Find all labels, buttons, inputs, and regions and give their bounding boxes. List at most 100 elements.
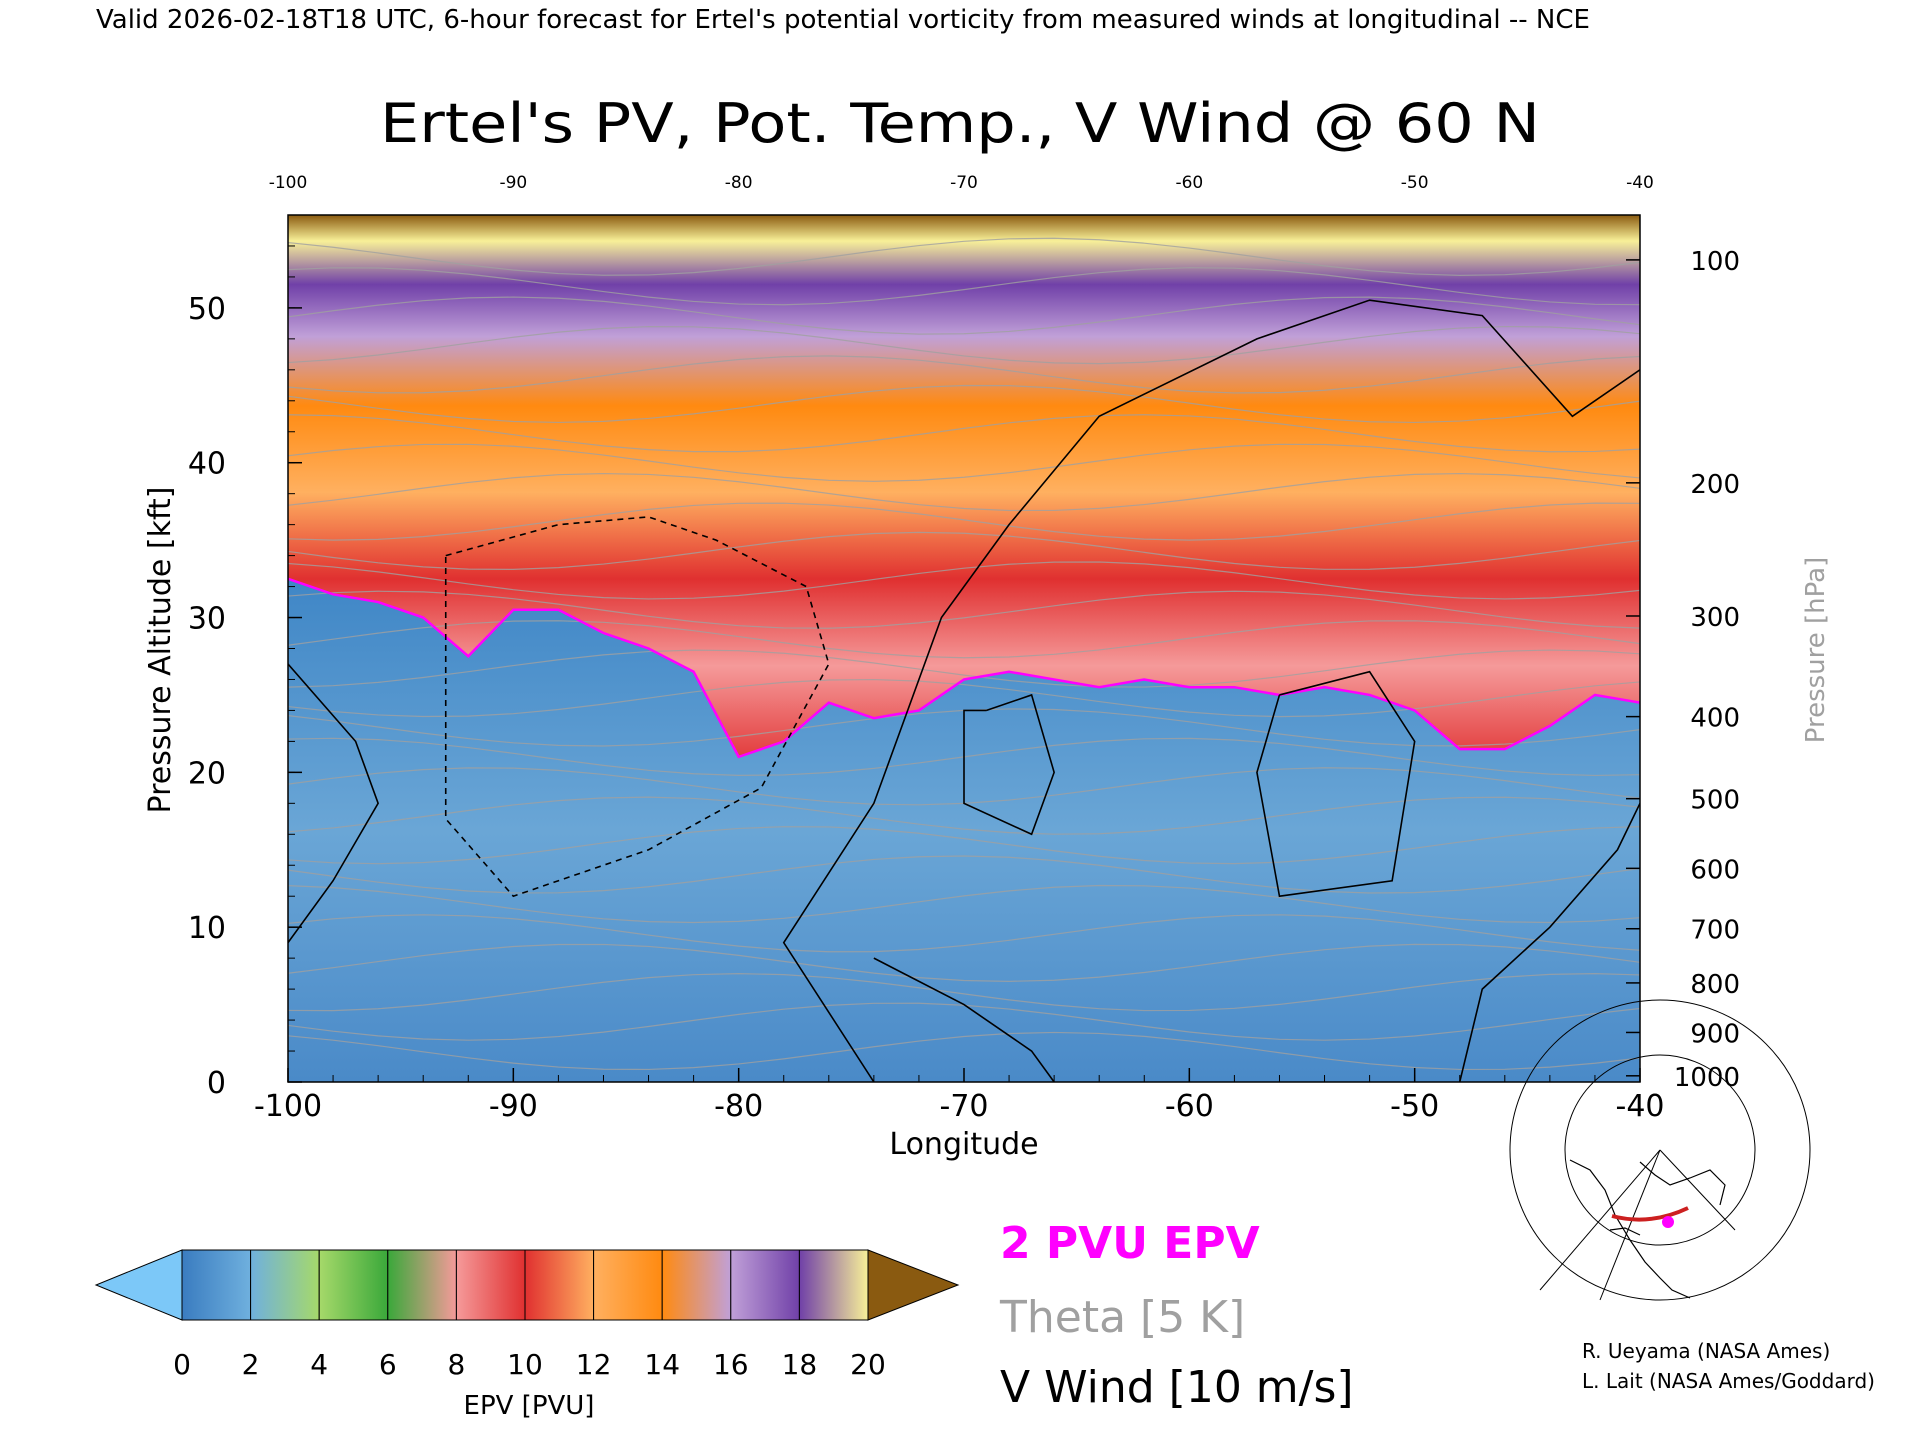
theta-contour	[288, 914, 1640, 953]
theta-contour	[288, 884, 1640, 924]
x-top-tick-label: -80	[725, 173, 753, 193]
pressure-tick-label: 700	[1690, 916, 1740, 946]
section-line	[1611, 1206, 1689, 1222]
v-wind-contour	[963, 693, 1055, 836]
colorbar-label: EPV [PVU]	[464, 1391, 595, 1421]
legend-theta: Theta [5 K]	[999, 1292, 1245, 1343]
theta-contour	[288, 590, 1640, 629]
pressure-tick-label: 500	[1690, 786, 1740, 816]
v-wind-contour	[873, 957, 1055, 1082]
section-marker	[1662, 1216, 1674, 1228]
x-top-tick-label: -70	[950, 173, 978, 193]
pressure-tick-label: 800	[1690, 970, 1740, 1000]
v-wind-contour	[288, 663, 380, 944]
theta-contours	[288, 237, 1640, 1071]
valid-line: Valid 2026-02-18T18 UTC, 6-hour forecast…	[96, 5, 1590, 35]
v-wind-contour	[1458, 802, 1640, 1082]
theta-contour	[288, 561, 1640, 600]
theta-contour	[288, 973, 1640, 1012]
theta-contour	[288, 325, 1640, 365]
x-tick-label: -70	[940, 1089, 989, 1124]
y-tick-label: 50	[188, 292, 226, 327]
theta-contour	[288, 620, 1640, 659]
x-tick-label: -90	[489, 1089, 538, 1124]
theta-contour	[288, 531, 1640, 571]
x-top-tick-label: -40	[1626, 173, 1654, 193]
colorbar-tick-label: 0	[173, 1348, 191, 1381]
colorbar-under-arrow	[94, 1249, 183, 1321]
theta-contour	[288, 443, 1640, 482]
colorbar-tick-label: 16	[713, 1348, 749, 1381]
theta-contour	[288, 855, 1640, 894]
v-wind-contour	[782, 299, 1640, 1082]
colorbar-over-arrow	[867, 1249, 960, 1321]
y-tick-label: 10	[188, 911, 226, 946]
colorbar-segment	[318, 1249, 389, 1321]
colorbar-tick-label: 6	[379, 1348, 397, 1381]
two-pvu-contour	[288, 577, 1640, 759]
pv-field	[288, 215, 1640, 1082]
pressure-tick-label: 100	[1690, 247, 1740, 277]
pressure-tick-label: 300	[1690, 603, 1740, 633]
pressure-tick-label: 900	[1690, 1019, 1740, 1049]
x-top-tick-label: -90	[499, 173, 527, 193]
locator-map	[1509, 999, 1811, 1301]
x-axis-top: -100 -90 -80 -70 -60 -50 -40	[269, 173, 1654, 193]
troposphere-fill	[288, 578, 1640, 1082]
y-tick-label: 20	[188, 756, 226, 791]
x-top-tick-label: -60	[1175, 173, 1203, 193]
theta-contour	[288, 296, 1640, 335]
y-tick-label: 40	[188, 447, 226, 482]
colorbar-tick-label: 18	[782, 1348, 818, 1381]
legend-2pvu: 2 PVU EPV	[1000, 1218, 1260, 1269]
credit-line-2: L. Lait (NASA Ames/Goddard)	[1582, 1369, 1875, 1393]
x-tick-label: -60	[1165, 1089, 1214, 1124]
colorbar-tick-label: 8	[447, 1348, 465, 1381]
map-grid-circle	[1564, 1054, 1756, 1246]
colorbar-segment	[455, 1249, 526, 1321]
colorbar-segment	[524, 1249, 595, 1321]
colorbar-segment	[387, 1249, 457, 1321]
colorbar-segment	[661, 1249, 732, 1321]
colorbar-tick-label: 4	[310, 1348, 328, 1381]
theta-contour	[288, 796, 1640, 835]
colorbar-tick-label: 10	[507, 1348, 543, 1381]
x-axis-label: Longitude	[889, 1127, 1038, 1162]
y-axis-label: Pressure Altitude [kft]	[143, 487, 178, 814]
chart-title: Ertel's PV, Pot. Temp., V Wind @ 60 N	[380, 92, 1540, 155]
theta-contour	[288, 943, 1640, 982]
colorbar-tick-label: 20	[850, 1348, 886, 1381]
colorbar-tick-label: 14	[644, 1348, 680, 1381]
colorbar-segment	[181, 1249, 252, 1321]
x-top-tick-label: -100	[269, 173, 308, 193]
x-tick-label: -100	[254, 1089, 322, 1124]
v-wind-contour	[1256, 670, 1416, 898]
map-coastline	[1569, 1159, 1726, 1299]
y-tick-label: 30	[188, 602, 226, 637]
theta-contour	[288, 649, 1640, 688]
theta-contour	[288, 1031, 1640, 1071]
v-wind-contour	[444, 516, 830, 898]
credit-line-1: R. Ueyama (NASA Ames)	[1582, 1339, 1830, 1363]
theta-contour	[288, 384, 1640, 424]
y-tick-label: 0	[207, 1066, 226, 1101]
colorbar: 0 2 4 6 8 10 12 14 16 18 20	[94, 1249, 960, 1381]
y-axis-left: 0 10 20 30 40 50	[188, 214, 302, 1101]
theta-contour	[288, 414, 1640, 453]
theta-contour	[288, 355, 1640, 394]
pressure-tick-label: 200	[1690, 470, 1740, 500]
colorbar-tick-label: 2	[242, 1348, 260, 1381]
pressure-tick-label: 400	[1690, 704, 1740, 734]
legend-vwind: V Wind [10 m/s]	[1000, 1362, 1354, 1413]
map-grid-circle	[1509, 999, 1811, 1301]
theta-contour	[288, 825, 1640, 865]
x-top-tick-label: -50	[1401, 173, 1429, 193]
colorbar-tick-label: 12	[576, 1348, 612, 1381]
v-wind-contours	[288, 299, 1640, 1082]
colorbar-segment	[593, 1249, 663, 1321]
x-tick-label: -80	[714, 1089, 763, 1124]
colorbar-segment	[730, 1249, 800, 1321]
theta-contour	[288, 472, 1640, 512]
